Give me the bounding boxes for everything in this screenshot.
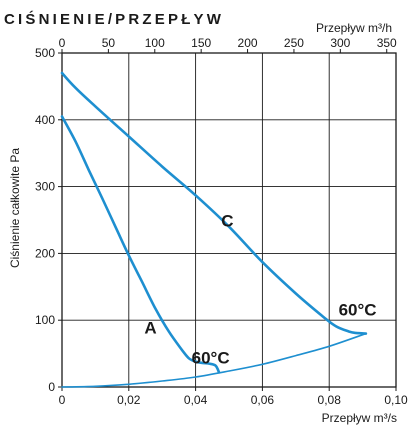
x2-tick-label: 0 xyxy=(59,36,66,50)
curve-label-c: C xyxy=(221,212,233,231)
y-tick-label: 300 xyxy=(35,180,55,194)
chart-title: CIŚNIENIE/PRZEPŁYW xyxy=(4,10,224,28)
x-tick-label: 0,06 xyxy=(251,393,275,407)
x-tick-label: 0 xyxy=(59,393,66,407)
temperature-annotation: 60°C xyxy=(339,301,377,320)
plot-frame xyxy=(61,52,397,388)
y-tick-label: 200 xyxy=(35,246,55,260)
x2-tick-label: 350 xyxy=(377,36,397,50)
axes xyxy=(58,49,397,391)
y-tick-label: 100 xyxy=(35,313,55,327)
x2-tick-label: 100 xyxy=(145,36,165,50)
x-tick-label: 0,04 xyxy=(184,393,208,407)
x-axis-title: Przepływ m³/s xyxy=(322,411,397,425)
y-tick-label: 0 xyxy=(48,380,55,394)
x2-tick-label: 250 xyxy=(284,36,304,50)
system-curve xyxy=(61,332,367,388)
y-tick-label: 500 xyxy=(35,46,55,60)
x2-tick-label: 300 xyxy=(330,36,350,50)
x-tick-label: 0,02 xyxy=(117,393,141,407)
x2-tick-label: 150 xyxy=(191,36,211,50)
series xyxy=(60,71,368,388)
temperature-annotation: 60°C xyxy=(192,349,230,368)
curve-label-a: A xyxy=(144,319,156,338)
curve-c xyxy=(60,71,368,335)
x-tick-label: 0,10 xyxy=(384,393,408,407)
y-axis-title: Ciśnienie całkowite Pa xyxy=(8,148,22,268)
x2-tick-label: 50 xyxy=(102,36,116,50)
grid xyxy=(62,53,396,387)
x2-axis-title: Przepływ m³/h xyxy=(316,21,392,35)
x2-tick-label: 200 xyxy=(238,36,258,50)
y-tick-label: 400 xyxy=(35,113,55,127)
curve-a xyxy=(60,115,221,374)
x-tick-label: 0,08 xyxy=(318,393,342,407)
